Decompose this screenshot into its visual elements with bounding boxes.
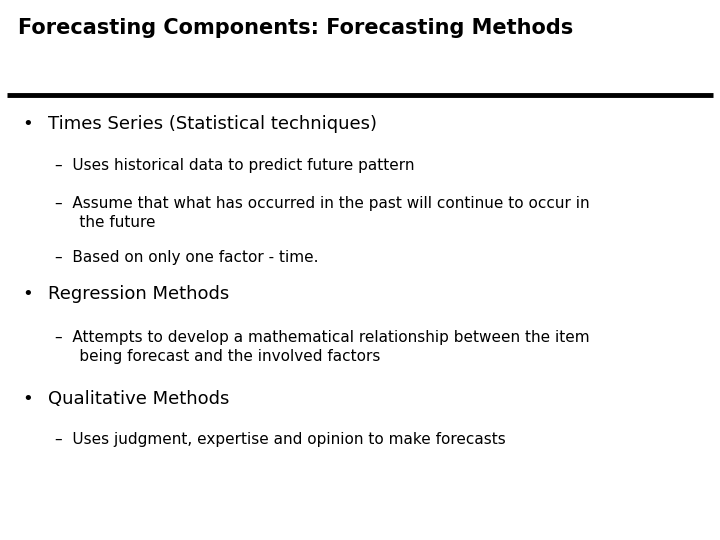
Text: –  Attempts to develop a mathematical relationship between the item
     being f: – Attempts to develop a mathematical rel… [55,330,590,363]
Text: –  Assume that what has occurred in the past will continue to occur in
     the : – Assume that what has occurred in the p… [55,196,590,229]
Text: Forecasting Components: Forecasting Methods: Forecasting Components: Forecasting Meth… [18,18,573,38]
Text: •: • [22,285,32,303]
Text: •: • [22,390,32,408]
Text: –  Uses historical data to predict future pattern: – Uses historical data to predict future… [55,158,415,173]
Text: –  Uses judgment, expertise and opinion to make forecasts: – Uses judgment, expertise and opinion t… [55,432,505,447]
Text: •: • [22,115,32,133]
Text: –  Based on only one factor - time.: – Based on only one factor - time. [55,250,318,265]
Text: Qualitative Methods: Qualitative Methods [48,390,230,408]
Text: Times Series (Statistical techniques): Times Series (Statistical techniques) [48,115,377,133]
Text: Regression Methods: Regression Methods [48,285,229,303]
